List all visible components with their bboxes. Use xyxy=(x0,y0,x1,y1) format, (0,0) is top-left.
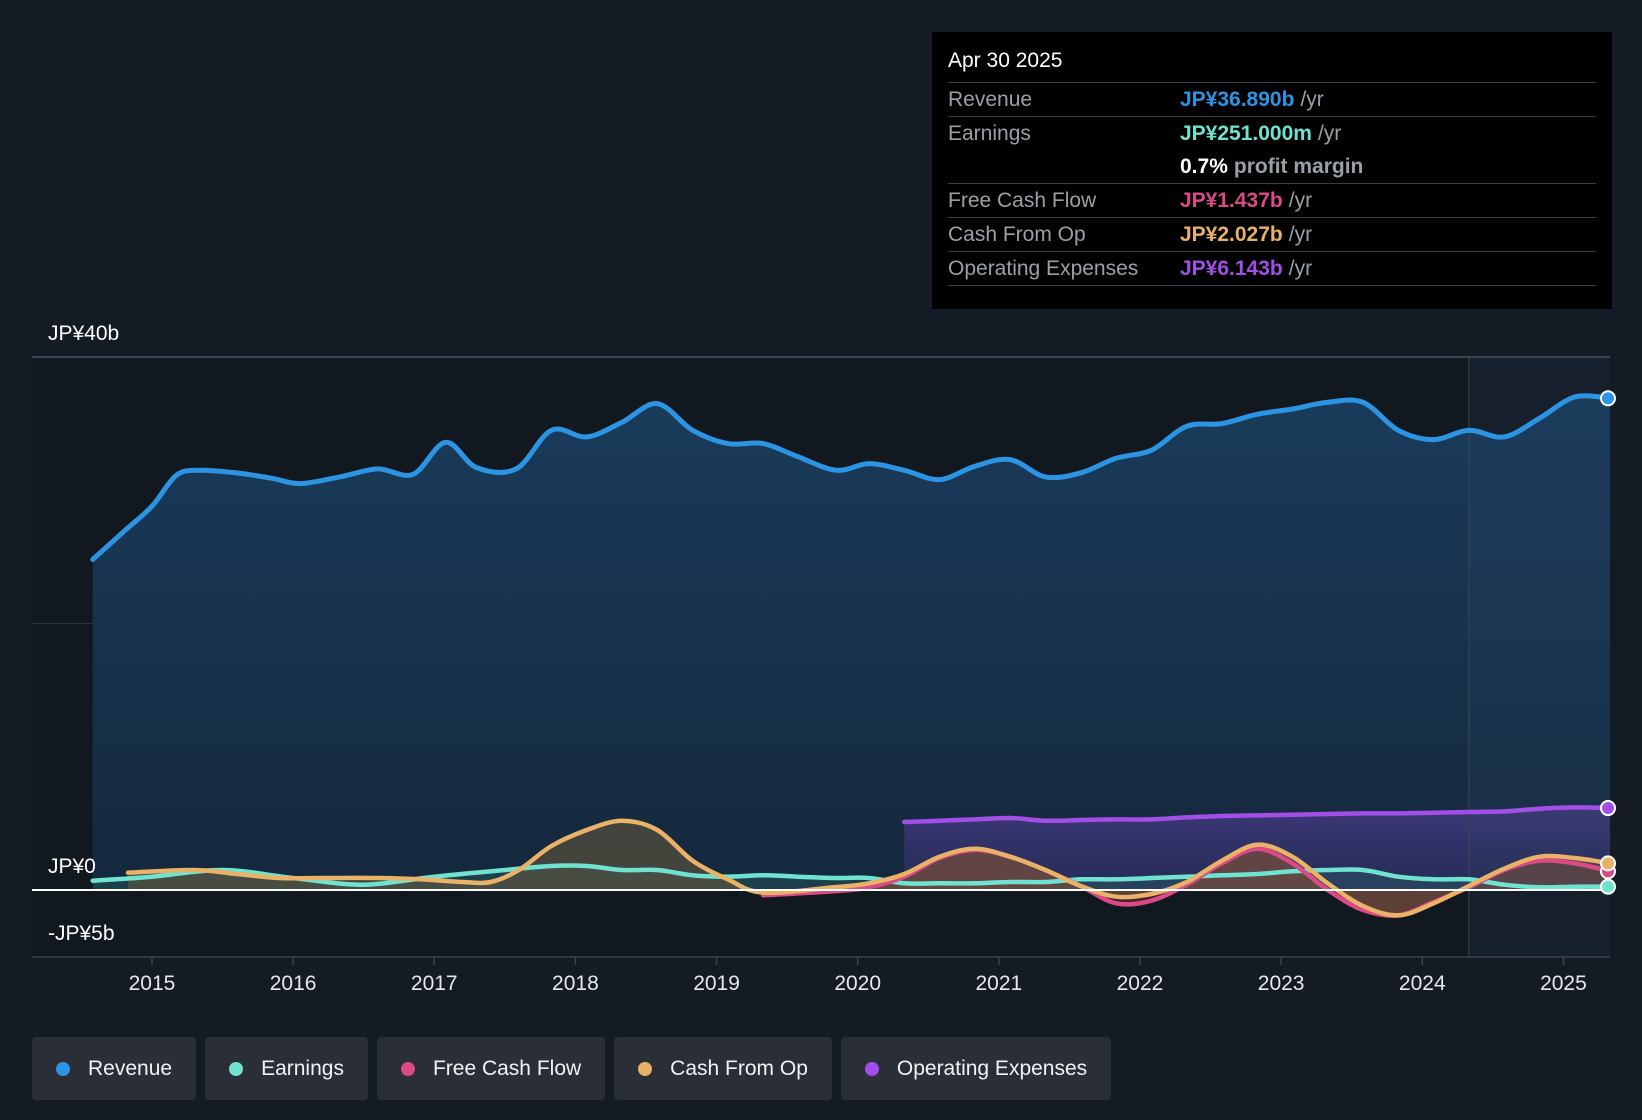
y-axis-label: JP¥0 xyxy=(48,855,96,878)
series-lines xyxy=(90,393,1613,918)
line-earnings xyxy=(90,863,1613,890)
tooltip-row-profit-margin: 0.7% profit margin xyxy=(948,150,1596,184)
line-revenue xyxy=(90,393,1613,562)
tooltip-unit: /yr xyxy=(1288,188,1313,212)
legend-item-earnings[interactable]: Earnings xyxy=(205,1037,368,1100)
x-tick-label: 2019 xyxy=(693,972,740,995)
line-cash-from-op xyxy=(125,818,1613,918)
tooltip-row-free-cash-flow: Free Cash Flow JP¥1.437b /yr xyxy=(948,184,1596,218)
x-tick-label: 2022 xyxy=(1117,972,1164,995)
legend: Revenue Earnings Free Cash Flow Cash Fro… xyxy=(32,1037,1112,1100)
x-tick-label: 2021 xyxy=(975,972,1022,995)
tooltip-unit: /yr xyxy=(1317,121,1342,145)
tooltip-row-operating-expenses: Operating Expenses JP¥6.143b /yr xyxy=(948,252,1596,286)
legend-item-free-cash-flow[interactable]: Free Cash Flow xyxy=(376,1037,606,1100)
x-tick-label: 2023 xyxy=(1258,972,1305,995)
legend-item-operating-expenses[interactable]: Operating Expenses xyxy=(840,1037,1112,1100)
revenue-dot-icon xyxy=(56,1061,70,1076)
endpoint-cash-from-op xyxy=(1600,855,1616,872)
chart: 2015 2016 2017 2018 2019 2020 2021 2022 2023 2024… xyxy=(32,322,1616,995)
tooltip-label: Revenue xyxy=(948,87,1033,111)
tooltip-label: Cash From Op xyxy=(948,222,1086,246)
x-axis-ticks: 2015 2016 2017 2018 2019 2020 2021 2022 2023 2024… xyxy=(129,957,1587,995)
line-operating-expenses xyxy=(902,805,1613,825)
y-axis-labels: JP¥40b JP¥0 -JP¥5b xyxy=(48,322,119,945)
endpoint-operating-expenses xyxy=(1600,800,1616,817)
tooltip-label: Earnings xyxy=(948,121,1031,145)
legend-item-cash-from-op[interactable]: Cash From Op xyxy=(614,1037,832,1100)
operating-expenses-dot-icon xyxy=(864,1061,879,1076)
tooltip-row-cash-from-op: Cash From Op JP¥2.027b /yr xyxy=(948,218,1596,252)
legend-label: Revenue xyxy=(88,1056,173,1080)
x-tick-label: 2024 xyxy=(1399,972,1446,995)
tooltip-value: JP¥6.143b xyxy=(1180,256,1283,280)
tooltip-value: JP¥36.890b xyxy=(1180,87,1295,111)
endpoint-earnings xyxy=(1600,878,1616,895)
tooltip-value: JP¥2.027b xyxy=(1180,222,1283,246)
tooltip-row-earnings: Earnings JP¥251.000m /yr xyxy=(948,117,1596,150)
tooltip-value: JP¥251.000m xyxy=(1180,121,1312,145)
tooltip-unit: /yr xyxy=(1288,222,1313,246)
series-endpoints xyxy=(1600,390,1616,895)
tooltip-unit: /yr xyxy=(1300,87,1324,111)
cash-from-op-dot-icon xyxy=(638,1061,653,1076)
tooltip-label: Free Cash Flow xyxy=(948,188,1097,212)
tooltip-value: 0.7% xyxy=(1180,154,1228,178)
tooltip-value: JP¥1.437b xyxy=(1180,188,1283,212)
x-tick-label: 2018 xyxy=(552,972,599,995)
tooltip-label: Operating Expenses xyxy=(948,256,1139,280)
tooltip-unit: profit margin xyxy=(1233,154,1364,178)
earnings-dot-icon xyxy=(229,1061,244,1076)
legend-item-revenue[interactable]: Revenue xyxy=(32,1037,197,1100)
legend-label: Free Cash Flow xyxy=(432,1056,582,1080)
x-tick-label: 2017 xyxy=(411,972,458,995)
legend-label: Cash From Op xyxy=(670,1056,808,1080)
tooltip-row-revenue: Revenue JP¥36.890b /yr xyxy=(948,83,1596,117)
y-axis-label: -JP¥5b xyxy=(48,922,115,945)
tooltip-unit: /yr xyxy=(1288,256,1313,280)
y-axis-label: JP¥40b xyxy=(48,322,119,345)
x-tick-label: 2016 xyxy=(270,972,317,995)
legend-label: Earnings xyxy=(261,1056,344,1080)
x-tick-label: 2025 xyxy=(1540,972,1587,995)
x-tick-label: 2015 xyxy=(129,972,176,995)
area-revenue xyxy=(92,395,1611,890)
free-cash-flow-dot-icon xyxy=(400,1061,415,1076)
tooltip-date: Apr 30 2025 xyxy=(948,46,1596,83)
x-tick-label: 2020 xyxy=(834,972,881,995)
endpoint-revenue xyxy=(1600,390,1616,407)
tooltip-panel: Apr 30 2025 Revenue JP¥36.890b /yr Earni… xyxy=(932,32,1612,309)
legend-label: Operating Expenses xyxy=(896,1056,1088,1080)
